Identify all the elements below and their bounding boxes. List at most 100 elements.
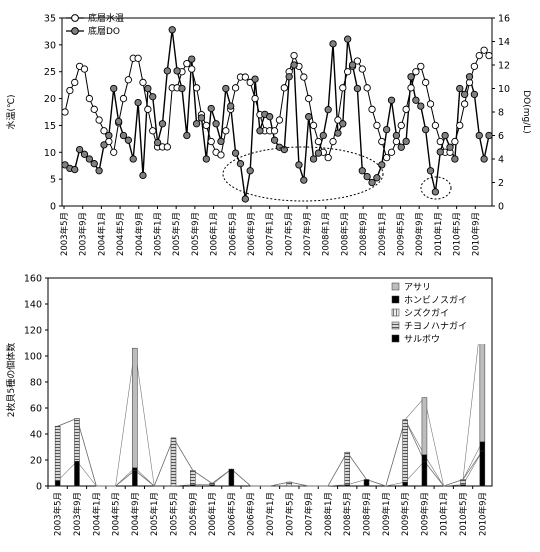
bottom-xtick-19: 2009年9月 <box>419 492 430 536</box>
temp-point-70 <box>402 105 410 113</box>
temp-point-54 <box>324 154 332 162</box>
temp-point-37 <box>241 73 249 81</box>
do-point-60 <box>353 84 362 93</box>
series-link-line-2 <box>57 417 483 487</box>
temp-point-30 <box>207 137 215 146</box>
do-point-50 <box>305 113 313 121</box>
bottom-xtick-12: 2007年5月 <box>284 492 295 536</box>
bottom-xtick-17: 2009年1月 <box>381 492 392 536</box>
top-xtick-3: 2004年5月 <box>115 212 126 256</box>
do-point-20 <box>158 120 167 128</box>
top-xtick-21: 2010年5月 <box>452 212 463 256</box>
do-point-72 <box>412 96 420 104</box>
do-point-68 <box>392 131 401 140</box>
top-xtick-4: 2004年9月 <box>134 212 145 256</box>
top-plot-frame <box>61 17 493 207</box>
temp-point-63 <box>368 105 376 113</box>
bar-3-6 <box>170 437 177 487</box>
do-point-49 <box>300 176 308 184</box>
do-point-85 <box>475 131 483 140</box>
temp-point-77 <box>436 137 444 146</box>
do-point-86 <box>480 155 488 163</box>
do-point-70 <box>402 137 410 146</box>
do-point-81 <box>456 84 464 93</box>
do-point-43 <box>270 136 279 144</box>
top-xtick-5: 2005年1月 <box>152 212 163 256</box>
temp-point-71 <box>407 84 415 92</box>
top-legend: 底層水温 底層DO <box>66 12 124 37</box>
do-point-33 <box>222 84 230 93</box>
temp-point-26 <box>188 65 196 73</box>
top-xtick-22: 2010年9月 <box>470 212 481 256</box>
do-point-0 <box>61 161 69 169</box>
top-ytick-left-1: 5 <box>50 175 56 186</box>
bottom-xtick-7: 2005年9月 <box>188 492 199 536</box>
do-point-12 <box>119 131 128 140</box>
bar-3-1 <box>74 418 80 462</box>
temp-point-13 <box>124 76 133 84</box>
series-line-do <box>64 29 490 200</box>
series-link-line-1 <box>57 417 483 487</box>
bottom-xtick-2: 2004年1月 <box>91 492 102 536</box>
top-xtick-14: 2008年1月 <box>321 212 332 256</box>
do-point-48 <box>295 161 303 169</box>
bar-4-9 <box>228 468 235 487</box>
temp-point-74 <box>421 78 430 87</box>
legend-swatch-1 <box>391 295 400 304</box>
temp-point-10 <box>110 148 118 156</box>
bar-0-19 <box>421 397 428 456</box>
do-point-39 <box>251 75 259 83</box>
do-point-47 <box>290 61 298 69</box>
bar-4-22 <box>479 450 486 487</box>
temp-point-73 <box>417 62 425 70</box>
do-point-74 <box>421 125 430 134</box>
temp-point-12 <box>119 94 128 103</box>
do-point-10 <box>110 84 118 93</box>
temp-point-67 <box>387 148 396 156</box>
do-point-31 <box>212 120 220 128</box>
bottom-xtick-21: 2010年5月 <box>458 492 469 536</box>
bottom-xtick-4: 2004年9月 <box>130 492 141 536</box>
temp-point-85 <box>475 51 483 60</box>
bottom-ytick-6: 120 <box>24 326 42 337</box>
temp-point-51 <box>309 121 318 130</box>
top-ytick-right-5: 10 <box>498 84 510 95</box>
top-ytick-right-1: 2 <box>498 178 504 189</box>
do-point-35 <box>231 149 240 157</box>
do-point-37 <box>241 195 249 203</box>
do-point-32 <box>217 137 225 146</box>
do-point-66 <box>383 125 391 134</box>
bar-4-16 <box>363 479 370 487</box>
temp-point-52 <box>314 137 323 146</box>
temp-point-55 <box>329 137 337 146</box>
bottom-xtick-9: 2006年5月 <box>226 492 237 536</box>
bar-0-4 <box>132 347 138 469</box>
do-point-55 <box>329 40 337 48</box>
series-link-line-3 <box>57 417 483 487</box>
bar-1-22 <box>479 441 486 452</box>
bottom-ytick-7: 140 <box>24 300 42 311</box>
do-point-4 <box>80 150 89 158</box>
bottom-xtick-18: 2009年5月 <box>400 492 411 536</box>
do-point-53 <box>319 131 327 140</box>
do-point-58 <box>344 35 352 43</box>
bottom-xtick-11: 2007年1月 <box>265 492 276 536</box>
temp-point-82 <box>460 100 469 108</box>
top-xtick-2: 2004年1月 <box>96 212 107 256</box>
bottom-ytick-4: 80 <box>30 378 42 389</box>
temp-point-18 <box>149 127 157 135</box>
top-ytick-left-3: 15 <box>44 121 56 132</box>
bottom-xtick-14: 2008年1月 <box>323 492 334 536</box>
temp-point-62 <box>363 84 371 92</box>
do-point-23 <box>173 67 181 75</box>
series-link-line-0 <box>57 307 483 488</box>
do-point-22 <box>168 26 176 34</box>
do-point-77 <box>436 148 444 156</box>
top-xtick-20: 2010年1月 <box>433 212 444 256</box>
do-point-46 <box>285 73 293 81</box>
bottom-ytick-8: 160 <box>24 274 42 285</box>
temp-point-56 <box>334 116 342 124</box>
temp-point-33 <box>222 127 230 135</box>
temp-point-8 <box>100 127 108 135</box>
